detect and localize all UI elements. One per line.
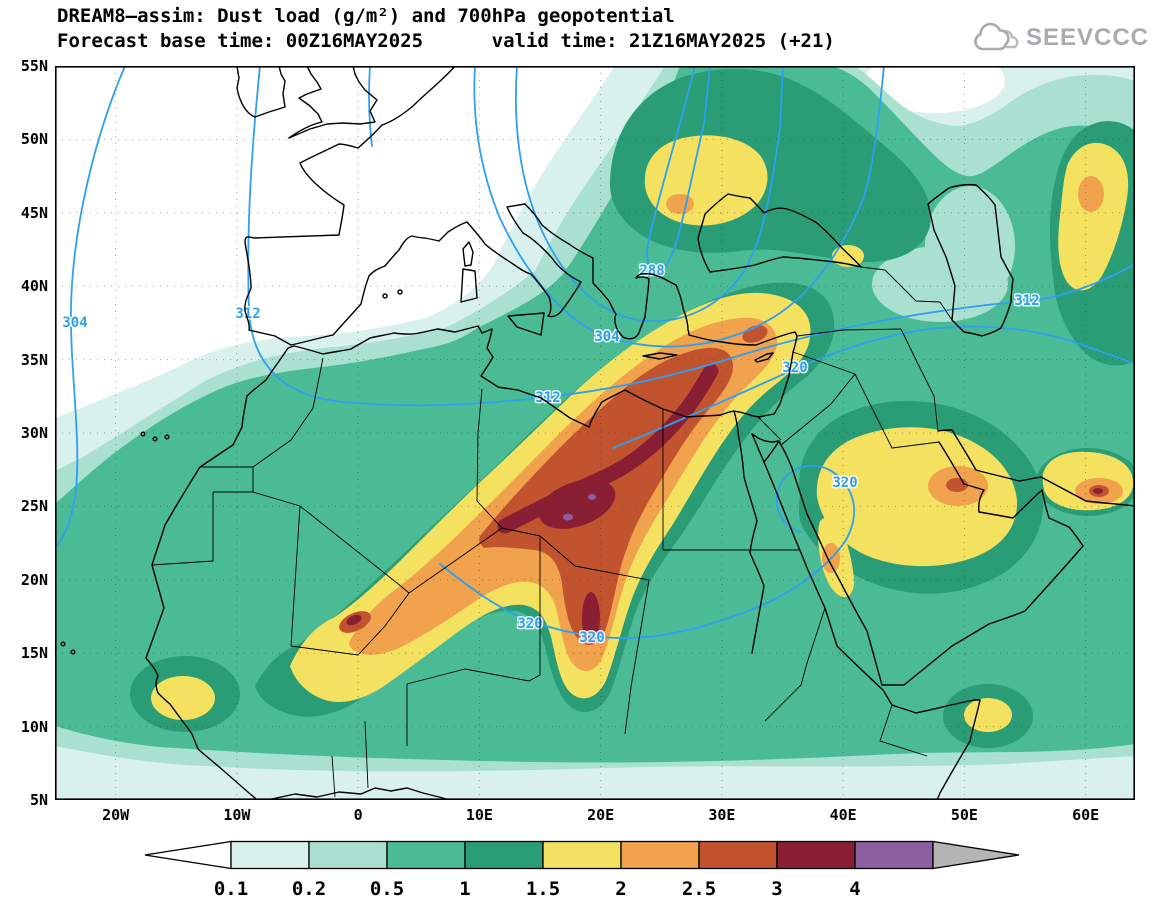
colorbar-segment	[464, 840, 544, 870]
colorbar-svg: 0.1 0.2 0.5 1 1.5 2 2.5 3 4	[144, 840, 1020, 900]
colorbar-segment	[854, 840, 934, 870]
lon-tick-label: 50E	[950, 806, 978, 824]
lat-tick-label: 50N	[20, 130, 48, 149]
colorbar-tick-label: 0.1	[214, 878, 248, 900]
geopotential-height-label: 312	[535, 390, 560, 406]
lon-tick-label: 20E	[587, 806, 615, 824]
geopotential-contour-labels: 304 312 288 304 312 320 312 320 320 320	[61, 262, 1041, 648]
colorbar-tick-label: 1	[459, 878, 470, 900]
lat-tick-label: 55N	[20, 57, 48, 75]
dust-map: 304 312 288 304 312 320 312 320 320 320	[54, 49, 1140, 809]
coastlines-layer	[60, 65, 1136, 809]
geopotential-height-label: 304	[594, 329, 619, 345]
lon-tick-label: 20W	[102, 806, 130, 824]
colorbar-segment	[776, 840, 856, 870]
geopotential-height-label: 320	[832, 475, 857, 491]
page-subtitle: Forecast base time: 00Z16MAY2025 valid t…	[57, 30, 835, 52]
lat-tick-label: 30N	[20, 424, 48, 442]
colorbar-segment	[230, 840, 310, 870]
colorbar-tick-label: 2.5	[682, 878, 716, 900]
colorbar-tick-label: 0.5	[370, 878, 404, 900]
geopotential-height-label: 312	[1014, 293, 1039, 309]
lat-tick-label: 5N	[29, 791, 48, 809]
lat-tick-label: 25N	[20, 497, 48, 516]
colorbar-tick-label: 1.5	[526, 878, 560, 900]
lon-tick-label: 60E	[1072, 806, 1100, 824]
map-area: 304 312 288 304 312 320 312 320 320 320	[54, 49, 1140, 809]
lon-tick-label: 10W	[223, 806, 251, 824]
lat-tick-label: 40N	[20, 277, 48, 296]
lat-tick-label: 35N	[20, 350, 48, 369]
colorbar-high-arrow	[932, 840, 1020, 870]
lat-tick-label: 45N	[20, 203, 48, 222]
latlon-grid	[55, 66, 1135, 800]
geopotential-height-label: 320	[517, 616, 542, 632]
geopotential-height-label: 320	[782, 360, 807, 376]
colorbar-low-arrow	[144, 840, 232, 870]
logo-text: SEEVCCC	[1025, 24, 1149, 51]
colorbar-tick-label: 2	[615, 878, 626, 900]
colorbar-segment	[386, 840, 466, 870]
map-frame-border	[55, 66, 1136, 801]
lat-tick-label: 20N	[20, 570, 48, 589]
lon-tick-label: 30E	[708, 806, 736, 824]
colorbar-segment	[542, 840, 622, 870]
colorbar-segment	[620, 840, 700, 870]
colorbar-tick-label: 0.2	[292, 878, 326, 900]
geopotential-height-label: 320	[579, 630, 604, 646]
geopotential-height-label: 288	[639, 263, 664, 279]
lon-tick-label: 40E	[829, 806, 857, 824]
colorbar-tick-label: 3	[771, 878, 782, 900]
colorbar: 0.1 0.2 0.5 1 1.5 2 2.5 3 4	[143, 840, 1021, 907]
colorbar-segment	[698, 840, 778, 870]
geopotential-height-label: 312	[235, 306, 260, 322]
lat-tick-label: 10N	[20, 717, 48, 736]
seevccc-logo: SEEVCCC	[971, 22, 1149, 54]
colorbar-segment	[308, 840, 388, 870]
country-borders	[151, 266, 953, 798]
geopotential-height-label: 304	[62, 315, 87, 331]
lat-tick-label: 15N	[20, 644, 48, 663]
geopotential-contours	[54, 65, 1136, 639]
lon-tick-label: 10E	[465, 806, 493, 824]
lon-tick-label: 0	[353, 806, 363, 824]
page-title: DREAM8—assim: Dust load (g/m²) and 700hP…	[57, 5, 675, 27]
colorbar-tick-label: 4	[849, 878, 860, 900]
cloud-icon	[974, 22, 1019, 51]
